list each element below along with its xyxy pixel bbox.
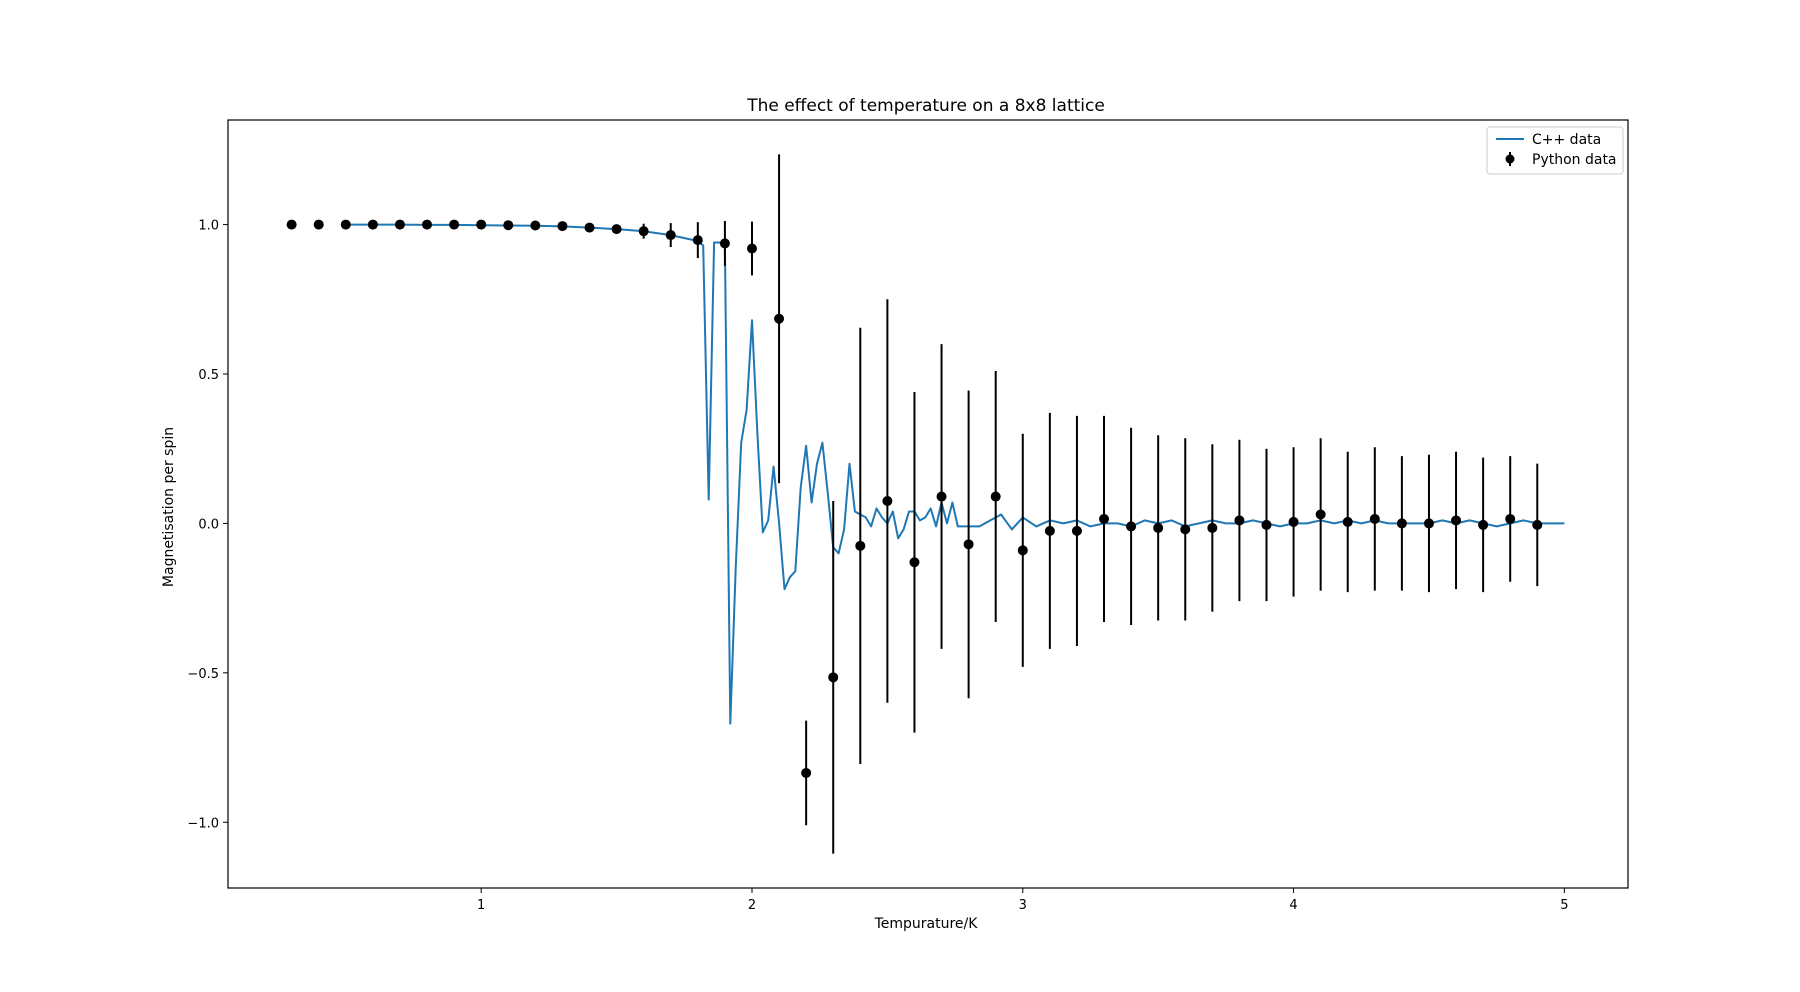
python-data-point bbox=[936, 491, 947, 502]
python-data-point bbox=[855, 540, 866, 551]
python-data-point bbox=[1505, 513, 1516, 524]
python-data-point bbox=[422, 219, 433, 230]
python-data-point bbox=[1342, 516, 1353, 527]
python-data-point bbox=[828, 672, 839, 683]
legend: C++ data Python data bbox=[1486, 126, 1624, 175]
python-data-point bbox=[1423, 518, 1434, 529]
python-data-point bbox=[990, 491, 1001, 502]
python-data-point bbox=[1153, 522, 1164, 533]
python-data-point bbox=[1478, 519, 1489, 530]
python-data-point bbox=[1451, 515, 1462, 526]
python-data-point bbox=[503, 220, 514, 231]
python-data-point bbox=[1261, 519, 1272, 530]
python-data-point bbox=[313, 219, 324, 230]
python-data-point bbox=[1396, 518, 1407, 529]
x-tick-label: 1 bbox=[477, 898, 485, 913]
python-data-point bbox=[692, 235, 703, 246]
y-tick-label: −1.0 bbox=[187, 816, 219, 831]
python-data-point bbox=[476, 219, 487, 230]
python-data-point bbox=[1017, 545, 1028, 556]
python-data-point bbox=[1234, 515, 1245, 526]
python-data-point bbox=[774, 313, 785, 324]
python-data-point bbox=[394, 219, 405, 230]
python-data-point bbox=[1532, 519, 1543, 530]
python-data-point bbox=[530, 220, 541, 231]
x-tick-label: 5 bbox=[1560, 898, 1568, 913]
python-data-point bbox=[611, 224, 622, 235]
plot-area: 1 2 3 4 5 −1.0 −0.5 0.0 0.5 1.0 bbox=[187, 119, 1629, 913]
python-data-point bbox=[286, 219, 297, 230]
y-tick-label: 1.0 bbox=[198, 219, 219, 234]
python-data-point bbox=[909, 557, 920, 568]
python-data-series bbox=[286, 154, 1543, 854]
python-data-point bbox=[638, 226, 649, 237]
y-tick-label: 0.5 bbox=[198, 368, 219, 383]
python-data-point bbox=[665, 230, 676, 241]
y-tick-label: 0.0 bbox=[198, 517, 219, 532]
python-data-point bbox=[557, 221, 568, 232]
plot-frame bbox=[227, 119, 1629, 889]
x-tick-label: 4 bbox=[1289, 898, 1297, 913]
python-data-point bbox=[340, 219, 351, 230]
python-data-point bbox=[449, 219, 460, 230]
python-data-point bbox=[963, 539, 974, 550]
python-data-point bbox=[746, 243, 757, 254]
cpp-data-line bbox=[345, 223, 1565, 725]
y-tick-label: −0.5 bbox=[187, 667, 219, 682]
chart-title: The effect of temperature on a 8x8 latti… bbox=[746, 96, 1105, 116]
python-data-point bbox=[719, 238, 730, 249]
python-data-point bbox=[1180, 524, 1191, 535]
python-data-point bbox=[1071, 525, 1082, 536]
python-data-point bbox=[584, 222, 595, 233]
x-tick-label: 2 bbox=[748, 898, 756, 913]
axis-ticks: 1 2 3 4 5 −1.0 −0.5 0.0 0.5 1.0 bbox=[187, 219, 1568, 913]
cpp-data-series bbox=[345, 223, 1565, 725]
python-data-point bbox=[1099, 513, 1110, 524]
python-data-point bbox=[882, 496, 893, 507]
legend-python-marker-swatch bbox=[1505, 154, 1515, 164]
legend-cpp-label: C++ data bbox=[1532, 132, 1601, 148]
python-data-point bbox=[1126, 521, 1137, 532]
x-tick-label: 3 bbox=[1019, 898, 1027, 913]
python-data-point bbox=[1288, 516, 1299, 527]
python-data-point bbox=[367, 219, 378, 230]
python-data-point bbox=[801, 767, 812, 778]
python-data-point bbox=[1315, 509, 1326, 520]
python-data-point bbox=[1044, 525, 1055, 536]
legend-python-label: Python data bbox=[1532, 152, 1617, 168]
x-axis-label: Tempurature/K bbox=[874, 916, 979, 932]
python-data-point bbox=[1207, 522, 1218, 533]
python-data-point bbox=[1369, 513, 1380, 524]
y-axis-label: Magnetisation per spin bbox=[161, 427, 177, 587]
